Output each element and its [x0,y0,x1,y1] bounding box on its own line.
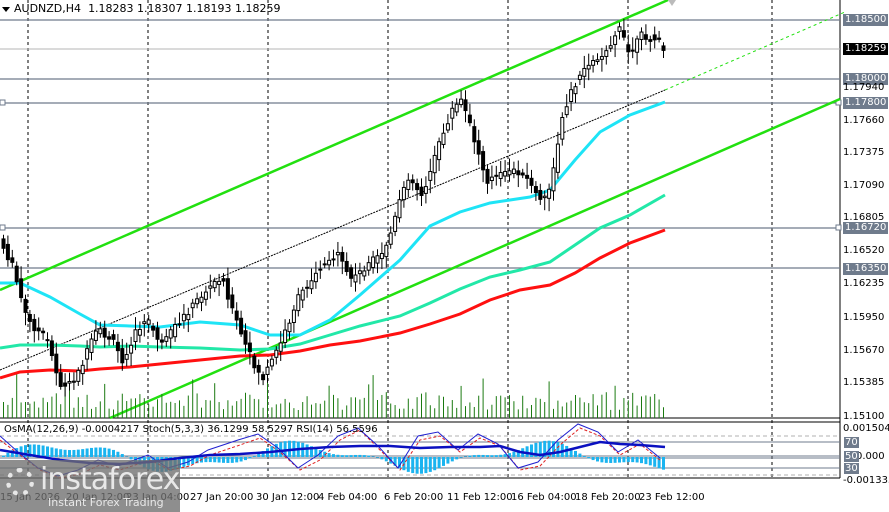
price-tick: 1.17940 [843,82,885,93]
time-label: 30 Jan 12:00 [256,492,320,503]
price-tick: 1.17660 [843,115,885,126]
time-label: 11 Feb 12:00 [447,492,513,503]
time-label: 27 Jan 20:00 [190,492,254,503]
candlesticks[interactable] [1,18,666,397]
price-tick: 1.16235 [843,278,885,289]
level-tag[interactable]: 1.18000 [843,73,889,85]
time-label: 16 Feb 04:00 [511,492,577,503]
time-label: 6 Feb 20:00 [384,492,444,503]
brand-name: instaforex [40,462,180,497]
time-label: 23 Feb 12:00 [639,492,705,503]
ascending-channel[interactable] [0,0,846,420]
main-plot-area [0,0,840,418]
horizontal-levels[interactable] [0,19,842,269]
level-tag[interactable]: 1.17800 [843,97,889,109]
price-tick: 1.15950 [843,312,885,323]
price-tick: 1.15385 [843,377,885,388]
price-tick: 1.16520 [843,245,885,256]
brand-tagline: Instant Forex Trading [48,496,164,509]
instaforex-watermark: instaforex Instant Forex Trading [0,460,180,512]
level-tag[interactable]: 1.16720 [843,222,889,234]
level-70-tag: 70 [844,437,859,448]
indicator-min: -0.001333 [843,475,889,486]
ohlc-values: 1.18283 1.18307 1.18193 1.18259 [88,2,281,15]
price-tick: 1.16805 [843,212,885,223]
volume-bars [3,373,664,418]
chart-header: AUDNZD,H4 1.18283 1.18307 1.18193 1.1825… [2,2,281,15]
price-tick: 1.17375 [843,147,885,158]
price-tick: 1.15100 [843,411,885,422]
price-tick: 1.15670 [843,345,885,356]
symbol-label: AUDNZD,H4 [14,2,82,15]
indicator-legend: OsMA(12,26,9) -0.0004217 Stoch(5,3,3) 36… [4,424,378,435]
time-label: 18 Feb 20:00 [575,492,641,503]
dropdown-arrow-icon[interactable] [2,6,10,12]
indicator-max: 0.001504 [843,423,889,434]
level-tag[interactable]: 1.16350 [843,263,889,275]
price-tick: 1.17090 [843,180,885,191]
gear-logo-icon [6,468,34,496]
ema-slow-line [0,228,666,380]
indicator-zero: 0.000 [856,451,885,462]
level-tag[interactable]: 1.18500 [843,14,889,26]
current-price-tag: 1.18259 [843,43,889,55]
level-50-tag: 50 [844,451,859,462]
level-30-tag: 30 [844,463,859,474]
time-label: 4 Feb 04:00 [318,492,378,503]
